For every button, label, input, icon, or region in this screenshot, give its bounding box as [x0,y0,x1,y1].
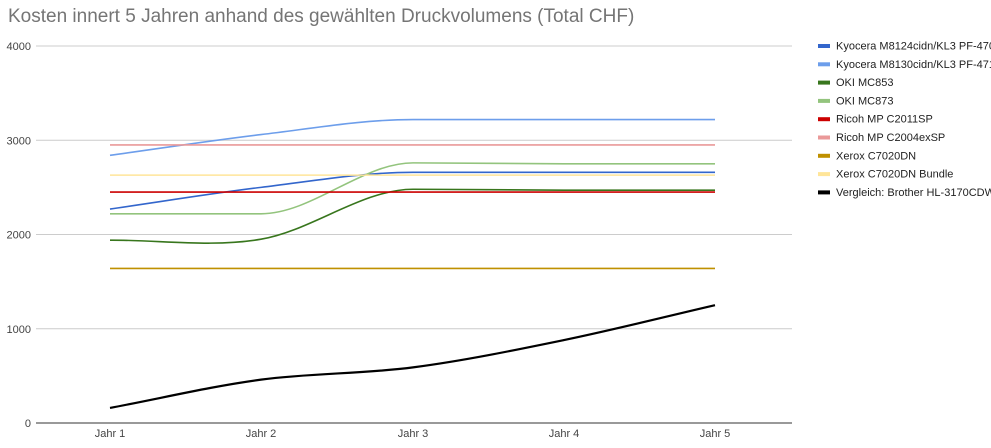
y-tick-label: 4000 [7,41,31,53]
legend-swatch [818,62,830,67]
x-tick-label: Jahr 5 [700,428,731,440]
legend-label: Kyocera M8124cidn/KL3 PF-470 [836,41,991,53]
legend-swatch [818,44,830,48]
series-line [109,304,716,410]
axis-layer: 0 1000 2000 3000 4000 Jahr 1 Jahr 2 Jahr 3 Jahr … [7,41,731,440]
legend-swatch [818,190,830,195]
legend-label: Ricoh MP C2011SP [836,114,933,126]
series-line [109,118,715,157]
legend-swatch [818,172,830,177]
legend-swatch [818,135,830,140]
series-line [109,171,715,210]
legend-swatch [818,80,830,85]
legend-label: OKI MC873 [836,95,893,107]
series-layer [109,118,716,410]
x-tick-label: Jahr 1 [95,428,126,440]
legend-swatch [818,98,830,103]
y-tick-label: 2000 [7,230,31,242]
legend-label: Vergleich: Brother HL-3170CDW [836,187,991,199]
legend-label: Xerox C7020DN [836,150,916,162]
x-tick-label: Jahr 2 [246,428,277,440]
legend: Kyocera M8124cidn/KL3 PF-470 Kyocera M813… [818,41,991,199]
legend-label: OKI MC853 [836,77,893,89]
series-line [110,162,715,215]
grid-layer [36,45,792,424]
chart-title: Kosten innert 5 Jahren anhand des gewähl… [8,6,635,27]
y-tick-label: 1000 [7,324,31,336]
legend-label: Kyocera M8130cidn/KL3 PF-471 [836,59,991,71]
legend-label: Xerox C7020DN Bundle [836,169,953,181]
y-tick-label: 0 [25,418,31,430]
x-tick-label: Jahr 4 [549,428,580,440]
y-tick-label: 3000 [7,135,31,147]
x-tick-label: Jahr 3 [398,428,429,440]
legend-swatch [818,153,830,158]
legend-swatch [818,117,830,122]
series-line [109,188,715,244]
legend-label: Ricoh MP C2004exSP [836,132,945,144]
